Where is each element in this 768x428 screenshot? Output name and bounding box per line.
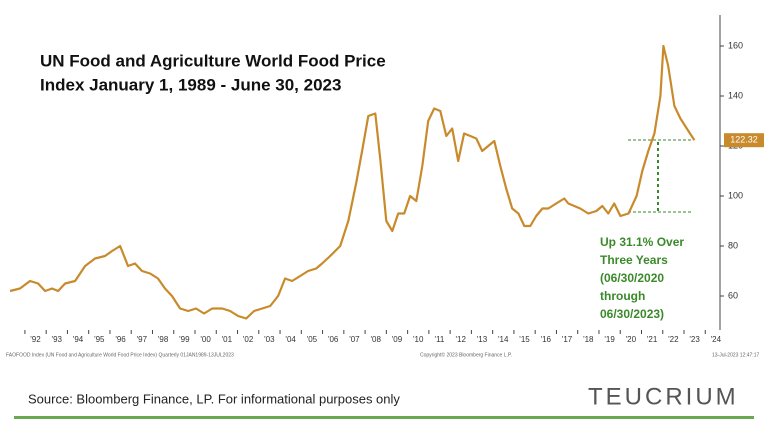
x-tick-label: '17 — [562, 335, 573, 344]
x-tick-label: '94 — [73, 335, 84, 344]
x-tick-label: '99 — [179, 335, 190, 344]
x-tick-label: '14 — [498, 335, 509, 344]
x-tick-label: '09 — [392, 335, 403, 344]
series-line — [9, 44, 696, 320]
last-value-box — [724, 133, 764, 148]
x-tick-label: '20 — [626, 335, 637, 344]
x-tick-label: '05 — [307, 335, 318, 344]
x-tick-label: '10 — [413, 335, 424, 344]
source: Source: Bloomberg Finance, LP. For infor… — [28, 391, 400, 406]
x-tick-label: '08 — [370, 335, 381, 344]
x-tick-label: '15 — [519, 335, 530, 344]
annotation: 06/30/2023) — [600, 307, 664, 321]
annotation: Three Years — [600, 253, 668, 267]
x-tick-label: '00 — [200, 335, 211, 344]
x-tick-label: '24 — [711, 335, 722, 344]
x-tick-label: '92 — [30, 335, 41, 344]
x-tick-label: '22 — [668, 335, 679, 344]
x-tick-label: '97 — [137, 335, 148, 344]
y-tick-label: 60 — [728, 290, 738, 300]
x-tick-label: '98 — [158, 335, 169, 344]
y-tick-label: 160 — [728, 40, 743, 50]
x-tick-label: '13 — [477, 335, 488, 344]
annotation: (06/30/2020 — [600, 271, 664, 285]
x-tick-label: '12 — [456, 335, 467, 344]
x-tick-label: '06 — [328, 335, 339, 344]
x-tick-label: '07 — [349, 335, 360, 344]
footnote: Copyright© 2023 Bloomberg Finance L.P. — [420, 351, 512, 358]
footnote: 13-Jul-2023 12:47:17 — [712, 352, 759, 358]
x-tick-label: '19 — [604, 335, 615, 344]
y-tick-label: 80 — [728, 240, 738, 250]
x-tick-label: '96 — [115, 335, 126, 344]
x-tick-label: '93 — [52, 335, 63, 344]
footer-rule — [14, 416, 754, 419]
x-tick-label: '16 — [541, 335, 552, 344]
footnote: FAOFOOD Index (UN Food and Agriculture W… — [6, 352, 234, 358]
x-tick-label: '21 — [647, 335, 658, 344]
logo: TEUCRIUM — [588, 383, 739, 410]
chart-title: UN Food and Agriculture World Food Price — [40, 51, 386, 70]
y-tick-label: 140 — [728, 90, 743, 100]
chart-title: Index January 1, 1989 - June 30, 2023 — [40, 75, 341, 94]
x-tick-label: '23 — [689, 335, 700, 344]
x-tick-label: '95 — [94, 335, 105, 344]
x-tick-label: '01 — [222, 335, 233, 344]
x-tick-label: '04 — [285, 335, 296, 344]
x-tick-label: '11 — [435, 335, 445, 344]
y-tick-label: 100 — [728, 190, 743, 200]
x-tick-label: '03 — [264, 335, 275, 344]
last-value-label: 122.32 — [730, 135, 758, 145]
annotation: Up 31.1% Over — [600, 235, 684, 249]
x-tick-label: '02 — [243, 335, 254, 344]
x-tick-label: '18 — [583, 335, 594, 344]
annotation: through — [600, 289, 645, 303]
